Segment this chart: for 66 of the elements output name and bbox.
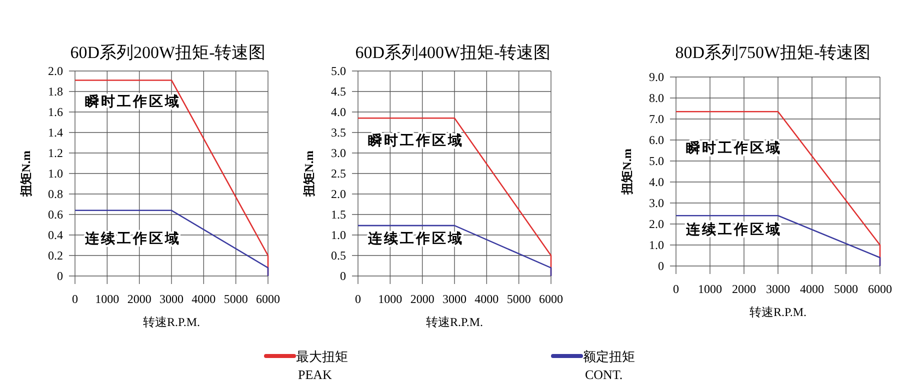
x-tick-label: 5000 <box>834 282 858 296</box>
x-tick-label: 2000 <box>127 292 152 306</box>
y-tick-label: 8.0 <box>649 91 664 106</box>
x-tick-label: 3000 <box>442 292 466 306</box>
y-tick-label: 1.6 <box>48 105 63 120</box>
x-axis-title: 转速R.P.M. <box>426 315 484 329</box>
y-tick-label: 4.5 <box>331 84 346 99</box>
y-tick-label: 6.0 <box>649 133 664 148</box>
x-tick-label: 4000 <box>192 292 216 306</box>
y-tick-label: 3.0 <box>331 146 346 160</box>
y-tick-label: 2.0 <box>649 217 664 232</box>
legend-label: 最大扭矩 PEAK <box>296 349 348 382</box>
y-tick-label: 0.5 <box>331 248 346 263</box>
y-tick-label: 2.0 <box>48 64 63 78</box>
x-tick-label: 1000 <box>378 292 402 306</box>
y-tick-label: 5.0 <box>331 64 346 78</box>
y-tick-label: 0.2 <box>48 248 63 263</box>
x-axis-title: 转速R.P.M. <box>749 305 807 319</box>
y-tick-label: 2.5 <box>331 166 346 181</box>
x-tick-label: 1000 <box>95 292 120 306</box>
x-tick-label: 6000 <box>256 292 280 306</box>
x-tick-label: 2000 <box>732 282 756 296</box>
y-axis-title: 扭矩N.m <box>302 150 316 198</box>
y-axis-title: 扭矩N.m <box>620 148 634 196</box>
chart-title: 60D系列200W扭矩-转速图 <box>70 43 266 62</box>
y-tick-label: 0.4 <box>48 228 63 242</box>
x-tick-label: 6000 <box>539 292 563 306</box>
y-tick-label: 0 <box>340 269 346 284</box>
y-tick-label: 1.0 <box>649 238 664 252</box>
y-tick-label: 0.8 <box>48 187 63 202</box>
x-tick-label: 3000 <box>160 292 184 306</box>
y-tick-label: 3.5 <box>331 126 346 140</box>
x-tick-label: 4000 <box>474 292 499 306</box>
y-axis-title: 扭矩N.m <box>19 150 33 198</box>
x-axis-title: 转速R.P.M. <box>142 315 200 329</box>
y-tick-label: 4.0 <box>331 105 346 120</box>
y-tick-label: 7.0 <box>649 112 664 126</box>
y-tick-label: 1.4 <box>48 126 63 140</box>
y-tick-label: 0 <box>57 269 63 284</box>
y-tick-label: 4.0 <box>649 175 664 190</box>
y-tick-label: 0.6 <box>48 208 63 222</box>
annotation: 连续工作区域 <box>685 222 782 238</box>
x-tick-label: 5000 <box>506 292 531 306</box>
x-tick-label: 6000 <box>868 282 892 296</box>
y-tick-label: 1.8 <box>48 84 63 99</box>
x-tick-label: 5000 <box>224 292 248 306</box>
y-tick-label: 1.0 <box>331 228 346 242</box>
x-tick-label: 0 <box>355 292 361 306</box>
x-tick-label: 2000 <box>410 292 434 306</box>
y-tick-label: 1.5 <box>331 208 346 222</box>
x-tick-label: 1000 <box>698 282 722 296</box>
y-tick-label: 1.2 <box>48 146 63 160</box>
y-tick-label: 5.0 <box>649 154 664 168</box>
legend-label: 额定扭矩 CONT. <box>583 349 635 382</box>
y-tick-label: 2.0 <box>331 187 346 202</box>
chart-title: 80D系列750W扭矩-转速图 <box>675 43 871 62</box>
y-tick-label: 3.0 <box>649 196 664 210</box>
x-tick-label: 3000 <box>766 282 790 296</box>
chart-title: 60D系列400W扭矩-转速图 <box>355 43 551 62</box>
x-tick-label: 0 <box>673 282 679 296</box>
x-tick-label: 0 <box>72 292 78 306</box>
annotation: 瞬时工作区域 <box>686 140 782 157</box>
y-tick-label: 9.0 <box>649 70 664 84</box>
x-tick-label: 4000 <box>800 282 824 296</box>
y-tick-label: 0 <box>658 259 664 274</box>
y-tick-label: 1.0 <box>48 166 63 181</box>
